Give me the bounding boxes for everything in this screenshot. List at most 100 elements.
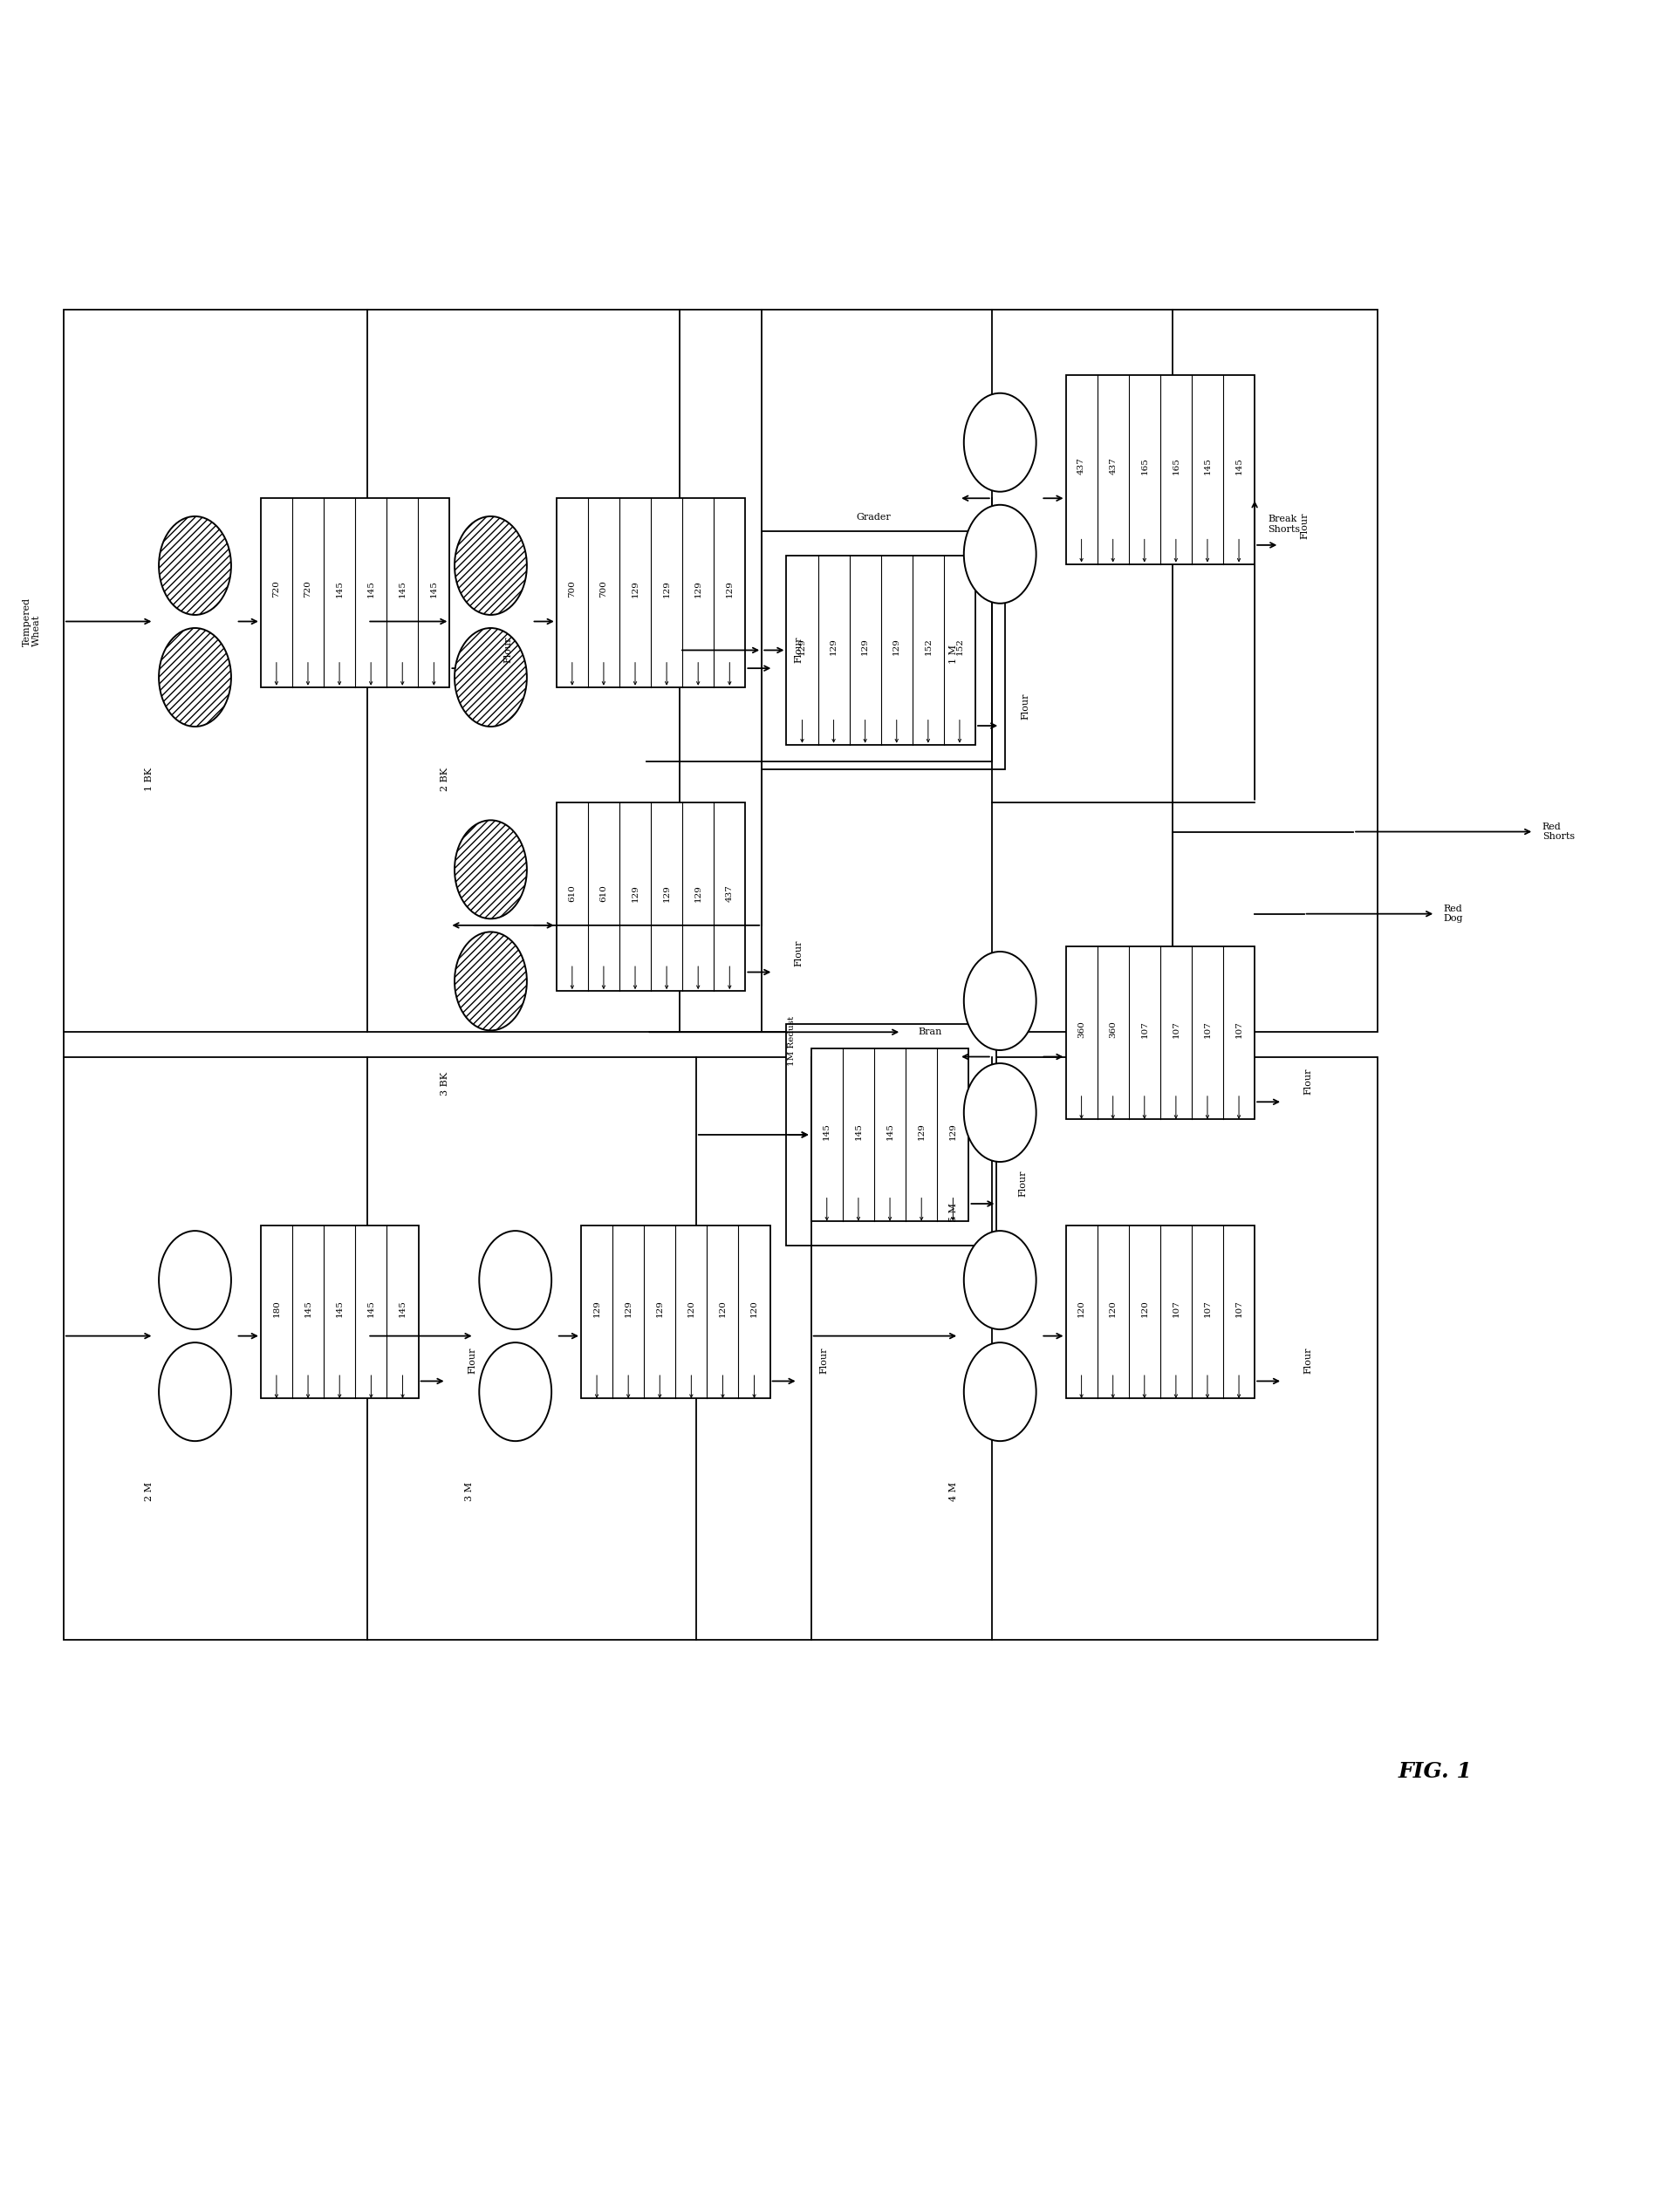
Ellipse shape: [455, 515, 526, 615]
Text: 360: 360: [1109, 1020, 1117, 1037]
Text: 152: 152: [955, 637, 963, 655]
Ellipse shape: [963, 1343, 1036, 1440]
Bar: [1066, 376, 1254, 564]
Bar: [261, 1225, 419, 1398]
Text: 129: 129: [798, 637, 806, 655]
Ellipse shape: [159, 515, 232, 615]
Bar: [556, 803, 745, 991]
Text: 120: 120: [687, 1301, 695, 1318]
Bar: [786, 555, 975, 745]
Text: 165: 165: [1140, 458, 1149, 473]
Ellipse shape: [963, 394, 1036, 491]
Text: Flour: Flour: [503, 635, 513, 664]
Text: 120: 120: [750, 1301, 758, 1318]
Text: Flour: Flour: [794, 635, 803, 664]
Text: 120: 120: [718, 1301, 727, 1318]
Text: 145: 145: [823, 1124, 831, 1139]
Text: 165: 165: [1172, 458, 1180, 473]
Text: Flour: Flour: [1018, 1170, 1026, 1197]
Text: 120: 120: [1077, 1301, 1086, 1318]
Text: Bran: Bran: [919, 1029, 942, 1037]
Text: 610: 610: [599, 885, 607, 902]
Text: 145: 145: [854, 1124, 862, 1139]
Text: Tempered
Wheat: Tempered Wheat: [23, 597, 41, 646]
Ellipse shape: [963, 1064, 1036, 1161]
Text: FIG. 1: FIG. 1: [1398, 1761, 1473, 1781]
Text: 145: 145: [430, 580, 439, 597]
Ellipse shape: [963, 504, 1036, 604]
Text: 129: 129: [662, 885, 670, 902]
Text: 2 BK: 2 BK: [440, 768, 449, 792]
Text: 145: 145: [399, 580, 407, 597]
Text: 129: 129: [861, 637, 869, 655]
Text: Flour: Flour: [819, 1347, 828, 1374]
Text: 3 BK: 3 BK: [440, 1071, 449, 1095]
Text: 145: 145: [336, 580, 343, 597]
Text: Flour: Flour: [1304, 1068, 1312, 1095]
Text: 437: 437: [1109, 458, 1117, 473]
Text: 129: 129: [829, 637, 837, 655]
Text: 720: 720: [305, 580, 311, 597]
Ellipse shape: [159, 1230, 232, 1329]
Bar: [556, 498, 745, 688]
Bar: [63, 310, 1379, 1033]
Text: 145: 145: [367, 1301, 376, 1318]
Text: 180: 180: [273, 1301, 280, 1318]
Text: 129: 129: [917, 1124, 925, 1139]
Text: 129: 129: [693, 580, 702, 597]
Text: Flour: Flour: [794, 940, 803, 967]
Text: Flour: Flour: [1304, 1347, 1312, 1374]
Text: Grader: Grader: [856, 513, 890, 522]
Bar: [581, 1225, 770, 1398]
Text: 129: 129: [592, 1301, 601, 1318]
Text: 437: 437: [725, 885, 733, 902]
Text: Flour: Flour: [1301, 513, 1309, 540]
Bar: [811, 1048, 968, 1221]
Ellipse shape: [480, 1343, 551, 1440]
Text: 129: 129: [948, 1124, 957, 1139]
Text: 129: 129: [631, 580, 639, 597]
Bar: [1066, 947, 1254, 1119]
Text: Break
Shorts: Break Shorts: [1268, 515, 1301, 533]
Text: 700: 700: [568, 580, 576, 597]
Text: 145: 145: [885, 1124, 894, 1139]
Text: 1 BK: 1 BK: [144, 768, 154, 792]
Ellipse shape: [455, 821, 526, 918]
Text: 129: 129: [655, 1301, 664, 1318]
Text: 129: 129: [693, 885, 702, 902]
Text: 152: 152: [923, 637, 932, 655]
Ellipse shape: [159, 1343, 232, 1440]
Text: 2 M: 2 M: [144, 1482, 154, 1502]
Text: 610: 610: [568, 885, 576, 902]
Ellipse shape: [455, 931, 526, 1031]
Text: 107: 107: [1203, 1020, 1211, 1037]
Bar: [786, 1024, 996, 1245]
Ellipse shape: [455, 628, 526, 726]
Bar: [261, 498, 450, 688]
Ellipse shape: [159, 628, 232, 726]
Text: 107: 107: [1140, 1020, 1149, 1037]
Ellipse shape: [963, 951, 1036, 1051]
Text: 145: 145: [1203, 458, 1211, 473]
Bar: [63, 1057, 1379, 1639]
Text: Red
Dog: Red Dog: [1443, 905, 1463, 922]
Bar: [761, 531, 1005, 770]
Ellipse shape: [963, 1230, 1036, 1329]
Text: 129: 129: [662, 580, 670, 597]
Text: Red
Shorts: Red Shorts: [1542, 823, 1574, 841]
Text: 145: 145: [336, 1301, 344, 1318]
Text: 3 M: 3 M: [465, 1482, 473, 1502]
Text: 129: 129: [624, 1301, 632, 1318]
Text: 145: 145: [399, 1301, 407, 1318]
Text: 145: 145: [1235, 458, 1243, 473]
Text: Flour: Flour: [1021, 692, 1029, 721]
Text: 437: 437: [1077, 458, 1086, 473]
Text: 129: 129: [725, 580, 733, 597]
Text: 120: 120: [1109, 1301, 1117, 1318]
Text: 129: 129: [892, 637, 900, 655]
Text: 1 M: 1 M: [950, 644, 958, 664]
Text: 107: 107: [1235, 1020, 1243, 1037]
Text: 107: 107: [1203, 1301, 1211, 1318]
Text: 720: 720: [273, 580, 280, 597]
Text: 360: 360: [1077, 1020, 1086, 1037]
